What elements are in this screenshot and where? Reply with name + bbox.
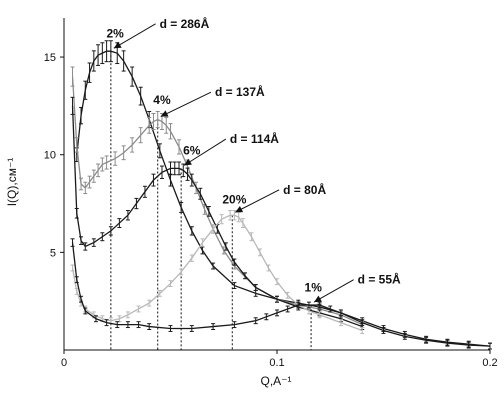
plot-area: 0 0.1 0.2 5 10 15 2% d = 286Å 4% d = 137Å 6% d = 11… [44,16,498,369]
annotation-arrow-line [160,91,212,118]
annotation-arrowhead [113,41,122,49]
annotation-arrowhead [314,295,322,303]
x-axis-label: Q,A⁻¹ [260,374,291,388]
annotation-arrow-line [235,189,280,213]
concentration-label: 20% [222,193,246,207]
y-tick-label: 15 [44,52,56,64]
annotation-arrowhead [184,158,192,166]
concentration-label: 4% [153,93,171,107]
x-tick-label: 0.2 [482,357,497,369]
series-line [71,214,363,332]
annotation-arrowhead [235,205,244,213]
d-spacing-label: d = 286Å [160,16,210,31]
concentration-label: 1% [305,280,323,294]
y-axis-label: I(Q),см⁻¹ [5,158,19,207]
x-tick-label: 0.1 [269,357,284,369]
y-tick-label: 5 [50,247,56,259]
d-spacing-label: d = 137Å [215,84,265,99]
x-tick-label: 0 [61,357,67,369]
concentration-label: 6% [183,144,201,158]
annotation-arrow-line [113,23,156,49]
d-spacing-label: d = 114Å [230,131,279,146]
series-line [71,242,491,347]
annotation-arrowhead [160,110,169,117]
annotation-arrow-line [313,279,354,303]
y-tick-label: 10 [44,150,56,162]
d-spacing-label: d = 80Å [283,182,326,197]
d-spacing-label: d = 55Å [358,272,401,287]
annotation-arrow-line [183,138,227,166]
concentration-label: 2% [106,27,124,41]
